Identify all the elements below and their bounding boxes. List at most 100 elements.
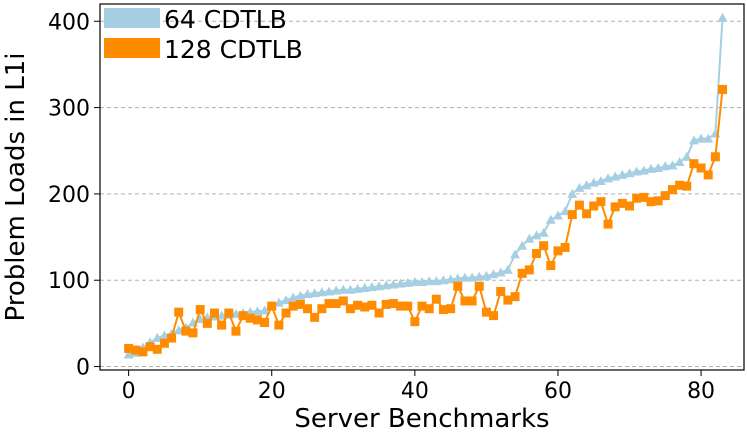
data-point bbox=[259, 305, 270, 315]
data-point bbox=[381, 280, 392, 290]
data-point bbox=[360, 302, 370, 312]
data-point bbox=[417, 276, 427, 286]
data-point bbox=[167, 333, 177, 343]
data-point bbox=[675, 180, 685, 190]
data-point bbox=[489, 311, 499, 321]
data-point bbox=[625, 201, 635, 211]
data-point bbox=[531, 230, 542, 240]
data-point bbox=[202, 318, 212, 328]
data-point bbox=[517, 268, 527, 278]
data-point bbox=[396, 301, 406, 311]
data-point bbox=[503, 295, 513, 305]
data-point bbox=[317, 304, 327, 314]
data-point bbox=[152, 344, 162, 354]
data-point bbox=[302, 289, 313, 299]
data-point bbox=[718, 84, 728, 94]
data-point bbox=[345, 284, 356, 294]
y-tick-label-100: 100 bbox=[48, 269, 90, 294]
data-point bbox=[331, 285, 342, 295]
data-point bbox=[617, 198, 627, 208]
y-axis-label: Problem Loads in L1i bbox=[1, 53, 31, 322]
data-point bbox=[639, 192, 649, 202]
data-point bbox=[517, 240, 528, 250]
data-point bbox=[431, 294, 441, 304]
data-point bbox=[323, 286, 334, 296]
data-point bbox=[217, 320, 227, 330]
data-point bbox=[131, 345, 141, 355]
data-point bbox=[631, 166, 642, 176]
data-point bbox=[274, 320, 284, 330]
data-point bbox=[574, 200, 584, 210]
data-point bbox=[174, 307, 184, 317]
legend: 64 CDTLB 128 CDTLB bbox=[104, 5, 303, 64]
data-point bbox=[510, 249, 521, 259]
y-axis: 0 100 200 300 400 bbox=[48, 10, 100, 381]
legend-label-64-cdtlb: 64 CDTLB bbox=[164, 5, 287, 34]
data-point bbox=[689, 159, 699, 169]
legend-label-128-cdtlb: 128 CDTLB bbox=[164, 35, 303, 64]
y-tick-label-400: 400 bbox=[48, 10, 90, 35]
data-point bbox=[567, 188, 578, 198]
data-point bbox=[395, 278, 406, 288]
data-point bbox=[281, 295, 292, 305]
data-point bbox=[260, 318, 270, 328]
data-point bbox=[345, 304, 355, 314]
data-point bbox=[281, 308, 291, 318]
data-point bbox=[438, 305, 448, 315]
y-tick-label-300: 300 bbox=[48, 97, 90, 122]
data-point bbox=[495, 267, 506, 277]
data-point bbox=[560, 242, 570, 252]
data-point bbox=[353, 300, 363, 310]
data-point bbox=[424, 276, 435, 286]
data-point bbox=[539, 241, 549, 251]
data-point bbox=[703, 170, 713, 180]
data-point bbox=[531, 248, 541, 258]
data-point bbox=[667, 160, 678, 170]
data-point bbox=[138, 347, 148, 357]
data-point bbox=[267, 301, 277, 311]
y-tick-label-0: 0 bbox=[76, 356, 90, 381]
data-point bbox=[309, 288, 320, 298]
x-tick-label-20: 20 bbox=[258, 379, 286, 404]
data-point bbox=[152, 333, 163, 343]
data-point bbox=[124, 343, 134, 353]
data-point bbox=[681, 151, 692, 161]
data-point bbox=[195, 305, 205, 315]
data-point bbox=[538, 227, 549, 237]
data-point bbox=[467, 272, 478, 282]
data-point bbox=[359, 282, 370, 292]
data-point bbox=[409, 276, 420, 286]
data-point bbox=[173, 325, 184, 335]
data-point bbox=[230, 308, 241, 318]
data-point bbox=[374, 308, 384, 318]
data-point bbox=[545, 214, 556, 224]
data-point bbox=[310, 312, 320, 322]
data-point bbox=[288, 301, 298, 311]
data-point bbox=[374, 281, 385, 291]
data-point bbox=[238, 311, 248, 321]
data-point bbox=[660, 191, 670, 201]
data-point bbox=[402, 277, 413, 287]
data-point bbox=[696, 133, 707, 143]
data-point bbox=[453, 281, 463, 291]
x-tick-label-60: 60 bbox=[544, 379, 572, 404]
data-point bbox=[181, 326, 191, 336]
data-point bbox=[596, 197, 606, 207]
data-point bbox=[145, 342, 155, 352]
data-point bbox=[403, 301, 413, 311]
data-point bbox=[410, 317, 420, 327]
data-point bbox=[252, 315, 262, 325]
y-tick-label-200: 200 bbox=[48, 183, 90, 208]
data-point bbox=[446, 304, 456, 314]
data-point bbox=[632, 193, 642, 203]
data-point bbox=[424, 304, 434, 314]
data-point bbox=[460, 296, 470, 306]
data-point bbox=[560, 206, 571, 216]
data-point bbox=[388, 299, 398, 309]
legend-swatch-128-cdtlb bbox=[104, 38, 160, 58]
data-point bbox=[352, 283, 363, 293]
data-point bbox=[546, 261, 556, 271]
data-point bbox=[388, 279, 399, 289]
data-point bbox=[582, 209, 592, 219]
data-point bbox=[603, 219, 613, 229]
